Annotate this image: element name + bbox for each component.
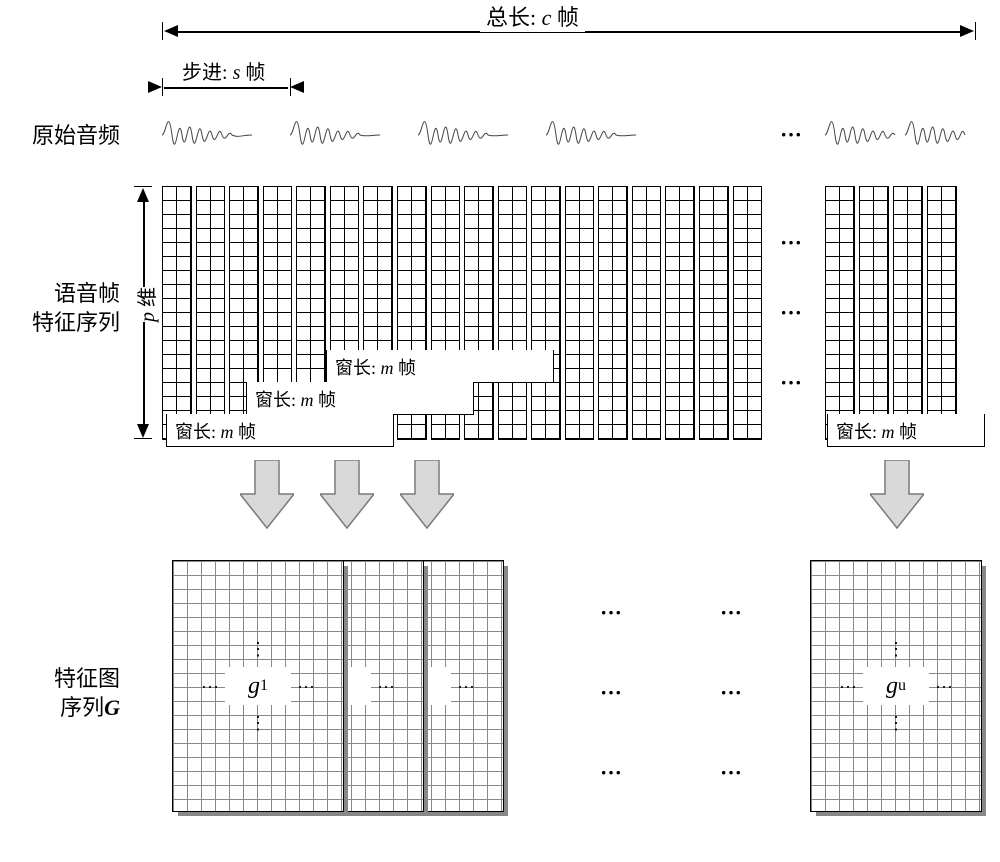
feature-grid-right [825, 186, 975, 438]
step-unit: 帧 [240, 62, 265, 84]
step-prefix: 步进: [182, 62, 233, 84]
row-label-features: 语音帧 特征序列 [10, 280, 120, 337]
audio-waveform [162, 100, 762, 170]
diagram-root: 总长: c 帧 步进: s 帧 原始音频 语音帧 特征序列 特征图 序列G p … [0, 0, 1000, 862]
card-gu-vell-t: ⋮ [887, 639, 905, 660]
step-left-tick [162, 78, 163, 96]
card-gu: gu ⋮ ⋮ ··· ··· [810, 560, 982, 812]
top-dim-label: 总长: c 帧 [480, 0, 585, 32]
card-g1-label: g1 [225, 667, 291, 705]
card-g1-vell-t: ⋮ [249, 639, 267, 660]
pdim-label: p 维 [131, 287, 160, 322]
step-line [164, 87, 288, 89]
feature-ellipsis-1: ··· [780, 230, 802, 256]
card-gu-hell-r: ··· [935, 677, 953, 698]
cards-ellipsis-mid: ··· [600, 680, 622, 706]
step-label: 步进: s 帧 [178, 56, 269, 85]
card-g1: g1 ⋮ ⋮ ··· ··· [172, 560, 344, 812]
card-gu-hell-l: ··· [839, 677, 857, 698]
card-g1-hell-l: ··· [201, 677, 219, 698]
cards-ellipsis-bot2: ··· [720, 760, 742, 786]
window-tab-u: 窗长: m 帧 [827, 414, 985, 447]
pdim-bot-tick [134, 438, 152, 439]
row-label-features-l2: 特征序列 [32, 310, 120, 335]
top-dim-var: c [542, 5, 552, 30]
top-dim-arrow-right [960, 25, 974, 37]
window-tab-2: 窗长: m 帧 [246, 382, 474, 415]
audio-waveform-right [825, 100, 975, 170]
card-g3-hell-r: ··· [457, 677, 475, 698]
cards-ellipsis-mid2: ··· [720, 680, 742, 706]
down-arrow-1 [240, 460, 294, 530]
card-g1-vell-b: ⋮ [249, 713, 267, 734]
row-label-maps-l1: 特征图 [54, 666, 120, 691]
cards-ellipsis-top: ··· [600, 600, 622, 626]
row-label-maps-l2a: 序列 [60, 695, 104, 720]
cards-ellipsis-bot: ··· [600, 760, 622, 786]
pdim-arrow-up [137, 188, 149, 202]
card-g1-hell-r: ··· [297, 677, 315, 698]
down-arrow-2 [320, 460, 374, 530]
row-label-audio: 原始音频 [10, 122, 120, 151]
pdim-suffix: 维 [137, 287, 159, 312]
card-g2-hell-r: ··· [377, 677, 395, 698]
pdim-var: p [137, 312, 159, 322]
top-dim-left-tick [162, 22, 163, 40]
row-label-maps-var: G [104, 695, 120, 720]
feature-ellipsis-3: ··· [780, 370, 802, 396]
row-label-features-l1: 语音帧 [54, 281, 120, 306]
window-tab-1: 窗长: m 帧 [166, 414, 394, 447]
step-arrow-l [148, 81, 162, 93]
step-arrow-r [290, 81, 304, 93]
down-arrow-u [870, 460, 924, 530]
row-label-maps: 特征图 序列G [10, 665, 120, 722]
top-dim-right-tick [975, 22, 976, 40]
down-arrow-3 [400, 460, 454, 530]
window-tab-3: 窗长: m 帧 [326, 350, 554, 383]
card-gu-vell-b: ⋮ [887, 713, 905, 734]
pdim-top-tick [134, 186, 152, 187]
pdim-arrow-down [137, 424, 149, 438]
top-dim-unit: 帧 [551, 5, 579, 30]
cards-ellipsis-top2: ··· [720, 600, 742, 626]
card-gu-label: gu [863, 667, 929, 705]
feature-ellipsis-2: ··· [780, 300, 802, 326]
audio-ellipsis: ··· [780, 122, 802, 148]
top-dim-prefix: 总长: [486, 5, 542, 30]
top-dim-arrow-left [164, 25, 178, 37]
